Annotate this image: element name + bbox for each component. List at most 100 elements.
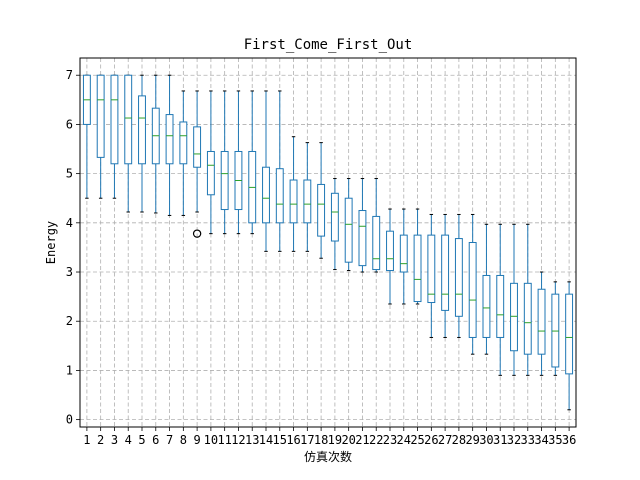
box-group [537,271,546,376]
box [441,234,450,311]
x-tick-label: 26 [424,433,438,447]
box [179,121,188,165]
x-tick-label: 23 [383,433,397,447]
x-tick-label: 21 [355,433,369,447]
box [427,234,436,304]
box [220,150,229,211]
box-group [179,90,188,216]
box [358,210,367,267]
x-tick-label: 30 [479,433,493,447]
x-tick-label: 20 [341,433,355,447]
box [565,293,574,375]
y-tick-label: 4 [66,216,73,230]
x-tick-label: 5 [138,433,145,447]
y-tick-label: 1 [66,363,73,377]
box [96,74,105,158]
box-group [220,90,229,235]
x-tick-label: 1 [83,433,90,447]
y-tick-label: 5 [66,167,73,181]
box [317,183,326,237]
box [399,234,408,273]
box [386,230,394,272]
box [482,274,491,338]
box-group [138,74,146,213]
x-tick-label: 36 [562,433,576,447]
box [537,288,546,355]
box [510,282,518,352]
box-group [275,90,284,252]
chart-title: First_Come_First_Out [244,37,413,53]
x-tick-label: 35 [548,433,562,447]
x-tick-label: 24 [397,433,411,447]
x-tick-label: 34 [534,433,548,447]
box-group [427,213,436,338]
x-axis-title: 仿真次数 [304,449,352,464]
box [330,192,339,242]
box [275,168,284,224]
y-tick-label: 7 [66,68,73,82]
box-group [151,74,160,214]
box-group [510,223,518,376]
box-group [82,74,91,199]
x-tick-label: 4 [125,433,132,447]
box [344,197,353,263]
x-tick-label: 32 [507,433,521,447]
box [262,166,270,224]
x-tick-label: 10 [204,433,218,447]
x-tick-label: 2 [97,433,104,447]
box [289,179,298,224]
box-group [565,281,574,411]
x-tick-label: 15 [273,433,287,447]
box-group [551,281,560,376]
box-group [192,90,202,238]
x-tick-label: 29 [465,433,479,447]
box-group [317,142,326,259]
box-group [289,136,298,252]
x-tick-label: 22 [369,433,383,447]
box [206,150,215,196]
box-group [234,90,243,235]
y-tick-label: 2 [66,314,73,328]
x-tick-label: 8 [180,433,187,447]
box-group [358,178,367,273]
box-group [441,213,450,338]
box-group [496,223,505,376]
plot-frame [79,57,577,428]
box [124,74,133,165]
x-tick-label: 18 [314,433,328,447]
box-group [330,178,339,271]
box-group [372,178,381,273]
x-tick-label: 25 [410,433,424,447]
marks-layer [82,74,574,411]
box [165,114,174,165]
box [303,179,312,224]
box [413,234,422,303]
box [454,238,463,317]
y-tick-label: 3 [66,265,73,279]
x-tick-label: 13 [245,433,259,447]
box-group [303,142,312,252]
box-group [344,178,353,272]
box-group [413,208,422,305]
outlier-point [192,229,202,238]
x-tick-label: 17 [300,433,314,447]
box-group [96,74,105,199]
x-tick-label: 14 [259,433,273,447]
x-tick-label: 19 [328,433,342,447]
box-group [468,213,477,355]
box [372,215,381,271]
x-tick-label: 12 [231,433,245,447]
x-tick-label: 31 [493,433,507,447]
y-tick-label: 0 [66,413,73,427]
box-group [523,223,532,376]
x-tick-label: 9 [193,433,200,447]
box [496,274,505,338]
box-group [165,74,174,216]
box-group [386,208,394,305]
x-tick-label: 27 [438,433,452,447]
box-group [262,90,270,252]
x-tick-label: 16 [286,433,300,447]
x-tick-label: 6 [152,433,159,447]
